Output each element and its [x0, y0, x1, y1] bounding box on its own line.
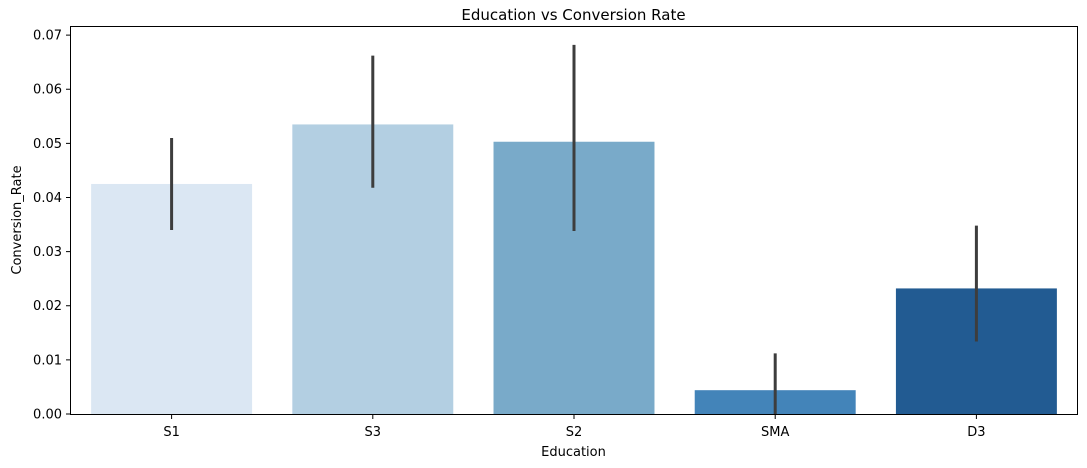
x-tick-label-s2: S2 — [566, 425, 583, 440]
chart-title: Education vs Conversion Rate — [461, 6, 685, 24]
x-tick-label-sma: SMA — [761, 425, 789, 440]
y-tick-label: 0.07 — [33, 29, 62, 44]
x-tick-label-s1: S1 — [163, 425, 180, 440]
y-tick-label: 0.03 — [33, 245, 62, 260]
plot-area — [91, 44, 1057, 414]
y-tick-label: 0.06 — [33, 83, 62, 98]
axes-group: S1 S3 S2 SMA D3 0.00 0.01 0.02 0.03 0.04 0.05 0.06 0… — [33, 26, 1078, 440]
x-tick-label-d3: D3 — [967, 425, 985, 440]
y-axis-title: Conversion_Rate — [10, 165, 25, 274]
y-tick-label: 0.00 — [33, 408, 62, 423]
y-tick-label: 0.02 — [33, 299, 62, 314]
y-tick-label: 0.01 — [33, 353, 62, 368]
x-tick-label-s3: S3 — [365, 425, 382, 440]
y-tick-label: 0.04 — [33, 191, 62, 206]
x-axis-title: Education — [541, 445, 606, 460]
y-tick-label: 0.05 — [33, 137, 62, 152]
